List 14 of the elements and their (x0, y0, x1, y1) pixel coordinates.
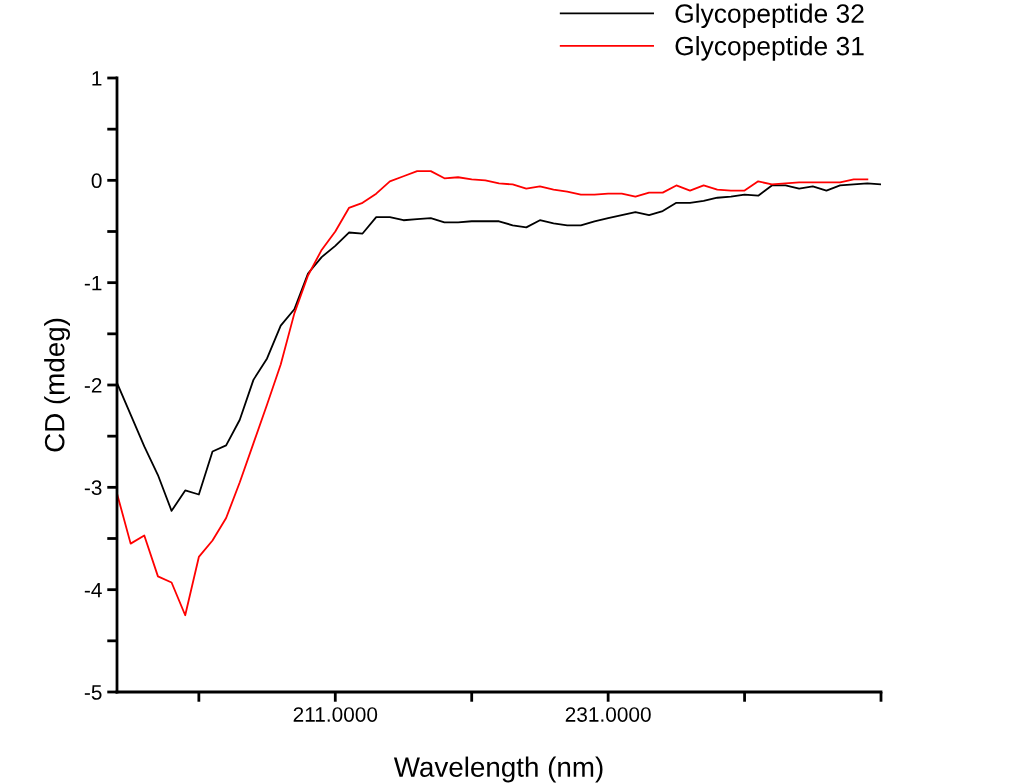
line-series (117, 170, 869, 617)
y-tick-label: -5 (84, 685, 102, 700)
y-tick-label: -4 (84, 582, 102, 598)
y-tick-label: -3 (84, 480, 102, 496)
y-tick-label: 1 (92, 71, 102, 86)
y-tick-label: 0 (91, 173, 102, 189)
y-axis-title: CD (mdeg) (44, 318, 71, 452)
x-tick-label: 231.0000 (565, 707, 651, 722)
x-axis-title: Wavelength (nm) (393, 756, 603, 783)
legend-label: Glycopeptide 32 (675, 3, 864, 29)
x-tick-label: 211.0000 (293, 707, 378, 722)
y-tick-label: -2 (84, 378, 102, 393)
y-tick-label: -1 (84, 275, 102, 291)
legend-label: Glycopeptide 31 (675, 36, 864, 61)
